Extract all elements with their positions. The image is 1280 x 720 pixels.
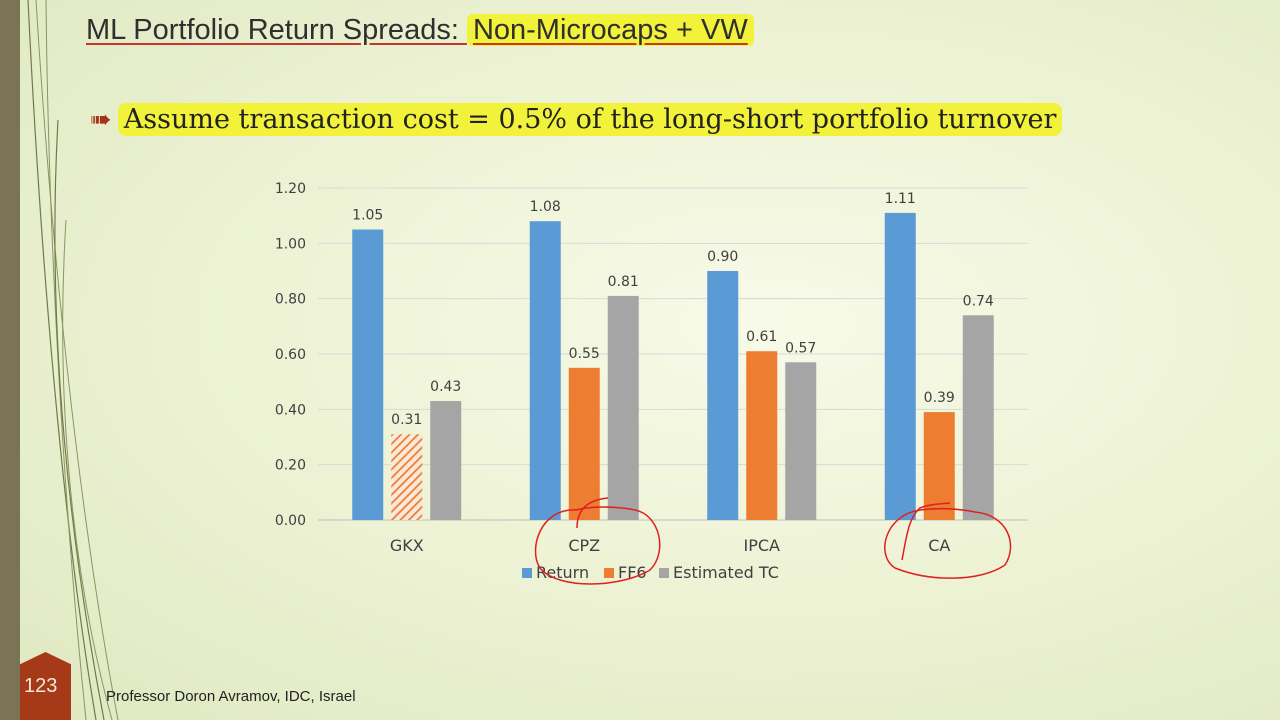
data-label: 1.11 <box>885 191 916 207</box>
y-tick-label: 1.00 <box>275 236 306 252</box>
data-label: 0.43 <box>430 379 461 395</box>
page-number-badge <box>20 652 71 720</box>
category-label: CA <box>928 536 950 555</box>
red-stroke-ca-annotation <box>901 502 951 561</box>
bar-estimated-tc-gkx <box>430 401 462 520</box>
red-circle-ca-annotation <box>884 507 1012 579</box>
data-label: 0.57 <box>785 340 816 356</box>
bars <box>352 212 994 520</box>
bar-return-ca <box>884 212 916 520</box>
gridlines <box>318 187 1028 521</box>
y-tick-label: 0.00 <box>275 513 306 529</box>
data-label: 0.90 <box>707 249 738 265</box>
bar-ff6-cpz <box>568 367 600 520</box>
bar-ff6-ca <box>923 412 955 520</box>
x-axis-category-labels: GKX CPZ IPCA CA <box>390 536 951 555</box>
bar-return-ipca <box>707 271 739 520</box>
bar-ff6-ipca <box>746 351 778 520</box>
y-axis-tick-labels: 0.00 0.20 0.40 0.60 0.80 1.00 1.20 <box>275 181 306 529</box>
data-label: 0.61 <box>746 329 777 345</box>
y-tick-label: 0.80 <box>275 292 306 308</box>
category-label: CPZ <box>568 536 600 555</box>
y-tick-label: 0.60 <box>275 347 306 363</box>
red-stroke-cpz-annotation <box>576 497 609 529</box>
data-label: 1.08 <box>530 199 561 215</box>
bullet-point: ➠ Assume transaction cost = 0.5% of the l… <box>90 103 1063 136</box>
legend-label: Estimated TC <box>673 563 779 582</box>
page-number: 123 <box>24 675 58 697</box>
legend-swatch <box>522 568 532 578</box>
legend-label: Return <box>536 563 589 582</box>
bar-chart: 0.00 0.20 0.40 0.60 0.80 1.00 1.20 1.05 0.31 0.4… <box>275 181 1028 585</box>
red-circle-cpz-annotation <box>534 506 661 585</box>
data-label: 0.31 <box>391 412 422 428</box>
data-labels: 1.05 0.31 0.43 1.08 0.55 0.81 0.90 0.61 0.57 1.11… <box>352 191 994 428</box>
data-label: 0.39 <box>924 390 955 406</box>
category-label: IPCA <box>744 536 781 555</box>
title-highlight: Non-Microcaps + VW <box>466 14 754 46</box>
bullet-text: Assume transaction cost = 0.5% of the lo… <box>117 103 1063 136</box>
bar-estimated-tc-ipca <box>785 362 817 520</box>
data-label: 1.05 <box>352 208 383 224</box>
y-tick-label: 1.20 <box>275 181 306 197</box>
bar-estimated-tc-ca <box>962 315 994 520</box>
data-label: 0.74 <box>963 293 994 309</box>
title-text: ML Portfolio Return Spreads: <box>86 14 467 46</box>
handwritten-annotations <box>534 497 1012 585</box>
slide-title: ML Portfolio Return Spreads: Non-Microca… <box>86 14 754 47</box>
legend-label: FF6 <box>618 563 647 582</box>
legend-swatch <box>604 568 614 578</box>
bar-estimated-tc-cpz <box>607 295 639 520</box>
category-label: GKX <box>390 536 424 555</box>
footer-text: Professor Doron Avramov, IDC, Israel <box>106 688 356 705</box>
bar-ff6-gkx <box>391 434 423 520</box>
data-label: 0.55 <box>569 346 600 362</box>
legend-swatch <box>659 568 669 578</box>
legend: Return FF6 Estimated TC <box>522 563 779 582</box>
y-tick-label: 0.40 <box>275 402 306 418</box>
bar-return-gkx <box>352 229 384 520</box>
bar-return-cpz <box>529 221 561 520</box>
left-accent-bar <box>0 0 20 720</box>
y-tick-label: 0.20 <box>275 458 306 474</box>
data-label: 0.81 <box>608 274 639 290</box>
arrow-bullet-icon: ➠ <box>90 104 112 134</box>
